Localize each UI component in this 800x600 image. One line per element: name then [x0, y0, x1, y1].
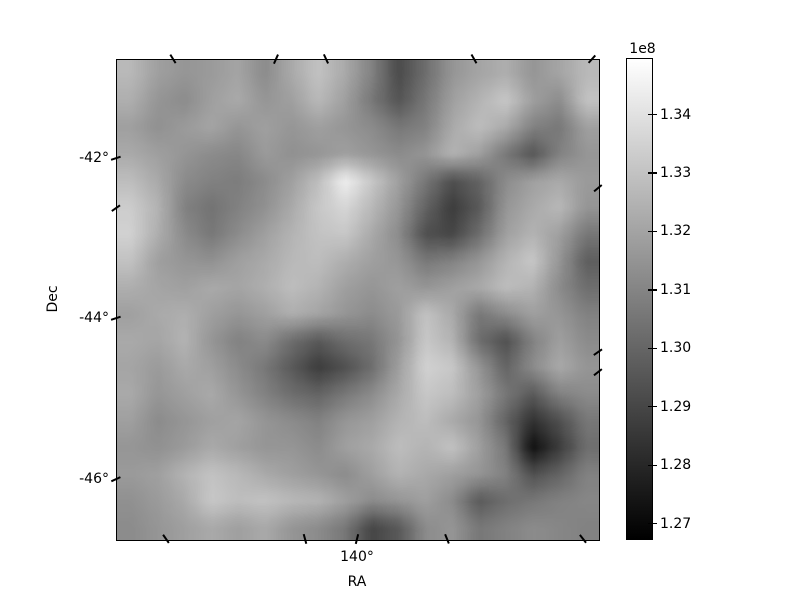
colorbar-tick-label: 1.28	[660, 457, 692, 474]
colorbar-tick	[648, 464, 657, 466]
heatmap-plot	[116, 59, 600, 541]
colorbar-tick	[648, 113, 657, 116]
heatmap-image	[117, 60, 599, 540]
colorbar-tick	[648, 230, 657, 233]
colorbar-exponent-label: 1e8	[629, 41, 656, 57]
colorbar-tick-label: 1.34	[660, 106, 692, 123]
colorbar-tick-label: 1.30	[660, 340, 692, 357]
y-tick-label: -46°	[79, 471, 109, 487]
colorbar-tick	[648, 523, 657, 525]
colorbar-tick	[648, 289, 657, 291]
colorbar-tick-label: 1.27	[660, 515, 692, 532]
colorbar-tick	[648, 347, 657, 349]
colorbar	[626, 58, 653, 540]
x-axis-label: RA	[347, 574, 367, 590]
y-tick-label: -42°	[79, 149, 109, 166]
colorbar-tick-label: 1.31	[660, 281, 692, 298]
x-tick-label: 140°	[340, 549, 374, 565]
y-tick-label: -44°	[79, 310, 109, 327]
colorbar-tick	[648, 172, 657, 174]
colorbar-tick-label: 1.32	[660, 223, 692, 240]
colorbar-tick-label: 1.29	[660, 398, 692, 415]
colorbar-tick-label: 1.33	[660, 165, 692, 181]
colorbar-tick	[648, 406, 657, 408]
